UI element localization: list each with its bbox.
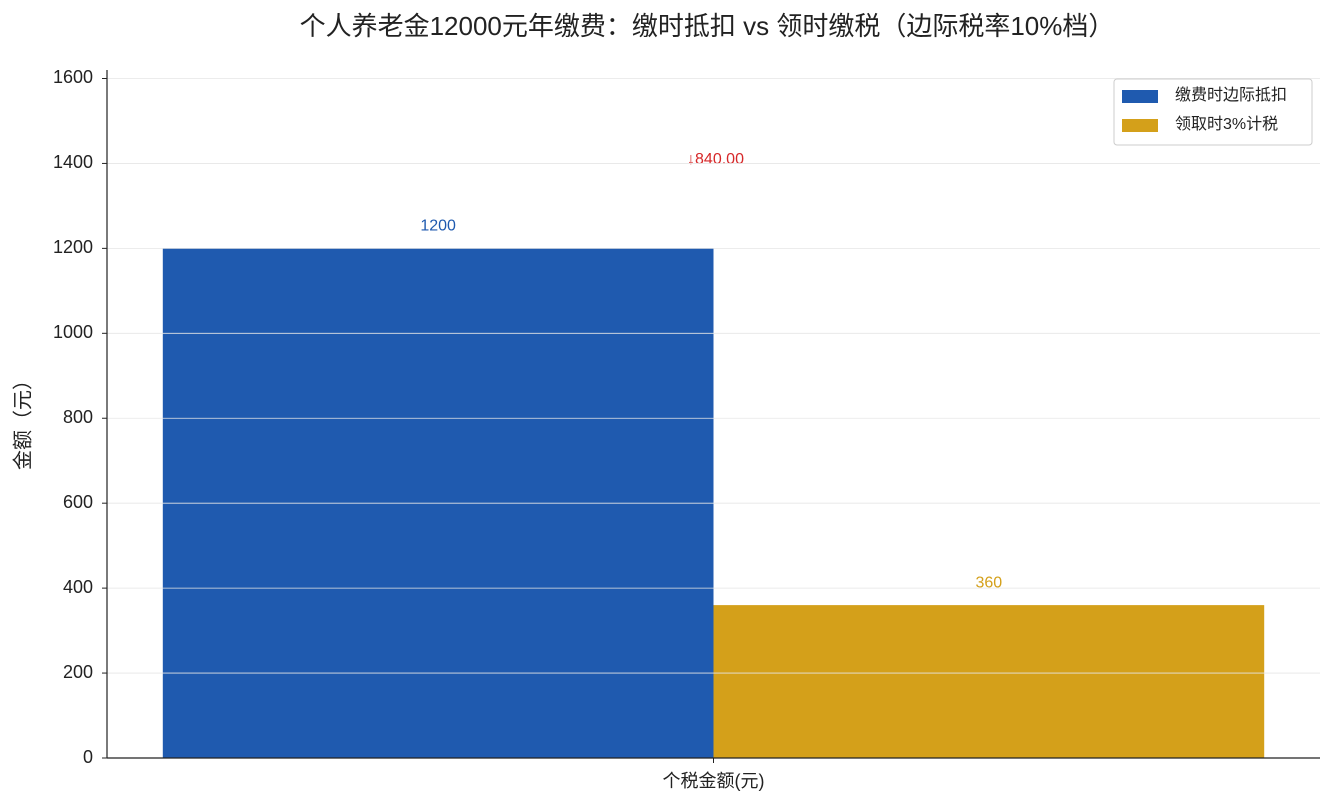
legend-label: 缴费时边际抵扣 — [1175, 86, 1287, 104]
chart-title: 个人养老金12000元年缴费：缴时抵扣 vs 领时缴税（边际税率10%档） — [300, 11, 1115, 41]
legend-swatch — [1122, 119, 1158, 132]
value-label: 360 — [975, 574, 1002, 591]
y-tick-label: 400 — [63, 577, 93, 597]
annotation: ↓840.00 — [687, 151, 744, 168]
legend-box — [1113, 78, 1313, 146]
y-tick-label: 1600 — [53, 67, 93, 87]
y-tick-label: 1200 — [53, 237, 93, 257]
legend-swatch — [1122, 90, 1158, 103]
value-label: 1200 — [420, 218, 456, 235]
bar — [713, 605, 1265, 758]
x-tick-label: 个税金额(元) — [663, 771, 765, 791]
y-axis-label: 金额（元） — [11, 370, 34, 470]
y-tick-label: 200 — [63, 662, 93, 682]
legend-label: 领取时3%计税 — [1175, 115, 1278, 133]
y-tick-label: 800 — [63, 407, 93, 427]
y-tick-label: 1400 — [53, 152, 93, 172]
y-tick-label: 0 — [83, 747, 93, 767]
y-tick-label: 600 — [63, 492, 93, 512]
y-tick-label: 1000 — [53, 322, 93, 342]
